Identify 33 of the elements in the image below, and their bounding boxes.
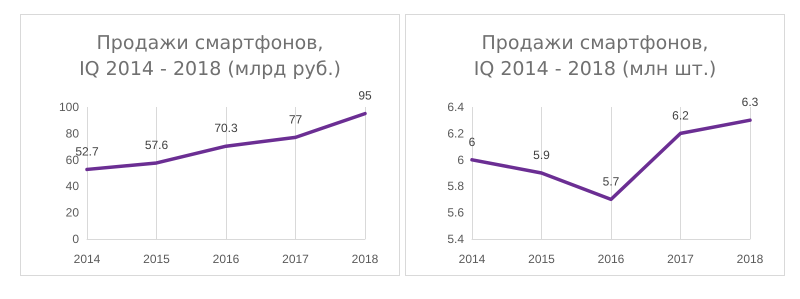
x-tick-label: 2015 bbox=[143, 252, 170, 266]
y-tick-label: 40 bbox=[66, 179, 80, 194]
x-tick-label: 2014 bbox=[74, 252, 101, 266]
x-tick-label: 2016 bbox=[212, 252, 240, 266]
y-tick-label: 6 bbox=[457, 152, 464, 167]
data-label: 95 bbox=[358, 88, 372, 103]
data-label: 57.6 bbox=[144, 138, 168, 152]
data-label: 5.7 bbox=[602, 174, 620, 188]
data-label: 6.3 bbox=[742, 95, 759, 110]
x-tick-label: 2014 bbox=[458, 252, 486, 266]
y-tick-label: 5.6 bbox=[447, 206, 464, 220]
chart-title: Продажи смартфонов, IQ 2014 - 2018 (млрд руб.) bbox=[79, 32, 341, 80]
line-series bbox=[470, 118, 752, 202]
x-tick-label: 2015 bbox=[528, 252, 556, 266]
y-tick-label: 5.4 bbox=[447, 232, 464, 246]
data-label: 77 bbox=[288, 112, 302, 126]
data-label: 5.9 bbox=[533, 148, 550, 162]
y-tick-label: 100 bbox=[58, 100, 80, 114]
data-label: 70.3 bbox=[214, 121, 238, 136]
y-tick-label: 6.2 bbox=[447, 126, 464, 140]
chart-title: Продажи смартфонов, IQ 2014 - 2018 (млн шт.) bbox=[474, 32, 716, 80]
data-label: 6.2 bbox=[672, 108, 690, 122]
data-label: 6 bbox=[468, 134, 476, 149]
y-tick-label: 0 bbox=[72, 232, 80, 246]
x-tick-label: 2018 bbox=[736, 252, 764, 266]
x-tick-label: 2017 bbox=[667, 252, 694, 266]
x-tick-label: 2016 bbox=[598, 252, 625, 266]
x-tick-label: 2017 bbox=[282, 252, 310, 266]
y-tick-label: 80 bbox=[66, 126, 80, 140]
x-tick-label: 2018 bbox=[352, 252, 379, 266]
y-tick-label: 5.8 bbox=[447, 179, 464, 194]
y-tick-label: 20 bbox=[66, 206, 80, 220]
y-tick-label: 6.4 bbox=[447, 100, 464, 114]
